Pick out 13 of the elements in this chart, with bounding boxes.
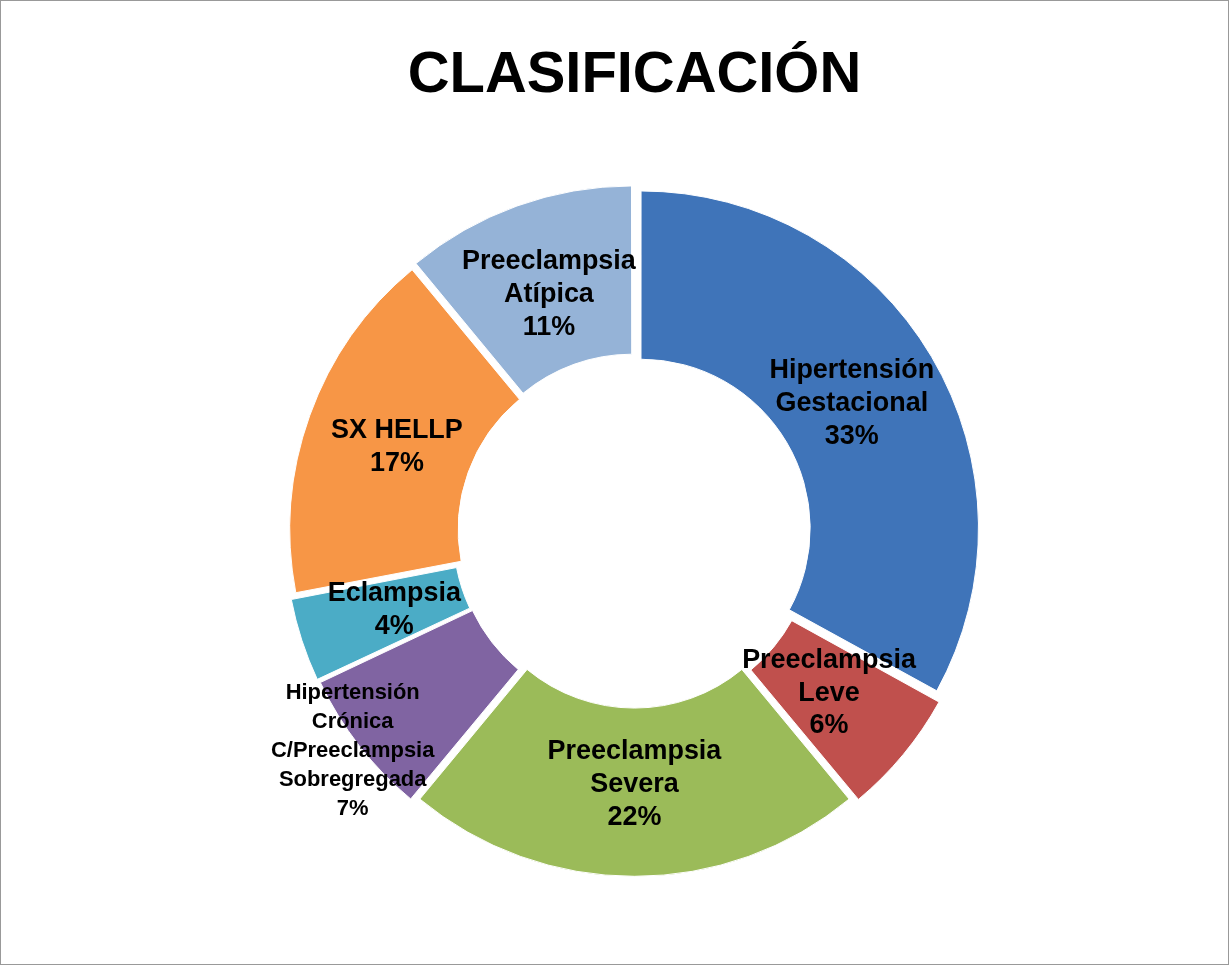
data-label: 4% <box>374 610 414 641</box>
slice-label: Preeclampsia Atípica <box>462 245 637 309</box>
data-label: 22% <box>607 800 662 831</box>
chart-title: CLASIFICACIÓN <box>407 39 862 104</box>
slice-label: Preeclampsia Severa <box>547 735 723 799</box>
data-label: 33% <box>824 420 879 451</box>
data-label: 11% <box>522 311 576 342</box>
slice-label: SX HELLP <box>331 413 463 444</box>
data-label: 6% <box>809 709 849 740</box>
data-label: 17% <box>369 446 424 477</box>
slice-label: Hipertensión Gestacional <box>769 354 935 418</box>
data-label: 7% <box>336 794 369 820</box>
slice-label: Eclampsia <box>327 577 462 608</box>
